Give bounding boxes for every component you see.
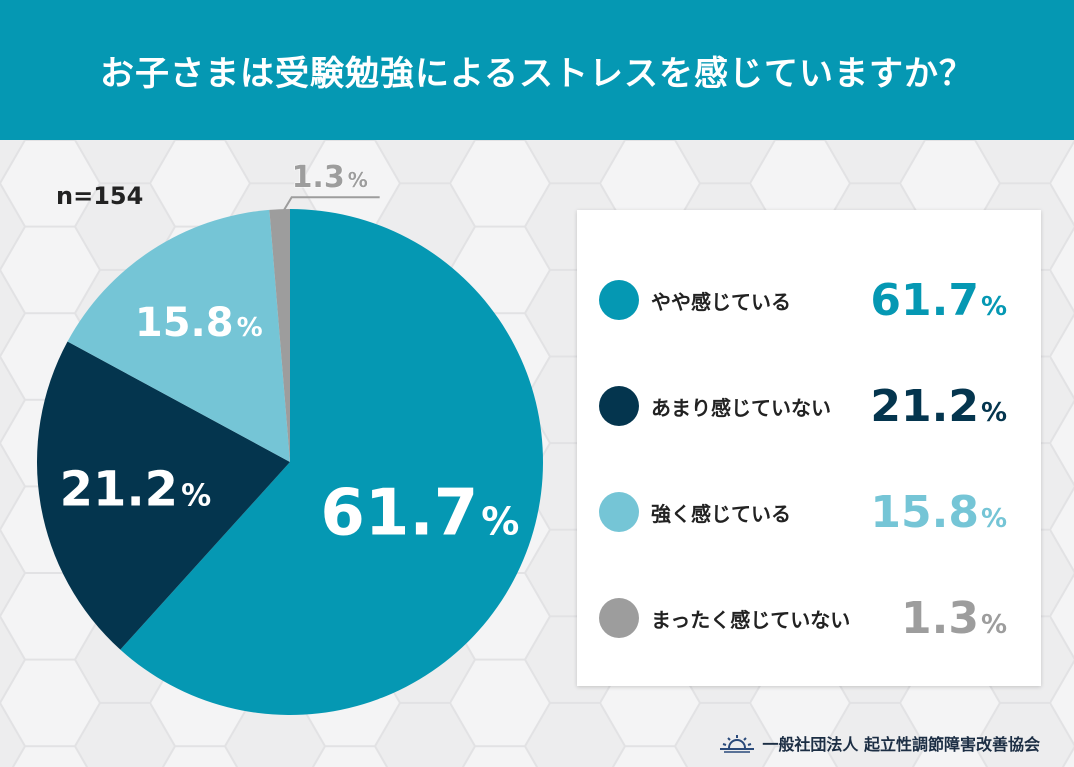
footer: 一般社団法人 起立性調節障害改善協会	[720, 731, 1040, 755]
legend-item: やや感じている 61.7%	[577, 270, 1041, 330]
legend-value: 15.8%	[870, 486, 1007, 538]
slice-label-2: 21.2%	[60, 461, 212, 517]
legend-item: 強く感じている 15.8%	[577, 482, 1041, 542]
legend-value: 1.3%	[900, 592, 1007, 644]
legend-label: あまり感じていない	[651, 395, 831, 420]
slice-label-4: 1.3%	[292, 160, 368, 195]
pie-slice-2	[36, 341, 291, 650]
legend-label: まったく感じていない	[651, 607, 851, 632]
pie-slice-1	[120, 209, 543, 715]
legend: やや感じている 61.7% あまり感じていない 21.2% 強く感じている 15.8% まっ…	[577, 210, 1041, 686]
legend-item: あまり感じていない 21.2%	[577, 376, 1041, 436]
legend-value: 61.7%	[870, 274, 1007, 326]
leader-line	[278, 196, 380, 218]
pie-chart: 61.7% 21.2 % 15.8 % 1.3%	[36, 160, 543, 715]
sunrise-icon	[720, 735, 755, 753]
slice-label-3: 15.8%	[135, 300, 263, 346]
sample-size: n=154	[56, 182, 144, 210]
pie-slice-4	[269, 209, 290, 462]
legend-swatch	[599, 280, 639, 320]
organization-name: 一般社団法人 起立性調節障害改善協会	[762, 735, 1040, 754]
slice-label-1: 61.7%	[320, 476, 519, 550]
chart-title: お子さまは受験勉強によるストレスを感じていますか？	[100, 53, 974, 94]
header-banner: お子さまは受験勉強によるストレスを感じていますか？	[0, 0, 1074, 140]
legend-swatch	[599, 492, 639, 532]
legend-swatch	[599, 386, 639, 426]
legend-value: 21.2%	[870, 380, 1007, 432]
legend-label: やや感じている	[651, 289, 791, 314]
pie-slice-3	[67, 209, 290, 462]
legend-swatch	[599, 598, 639, 638]
legend-item: まったく感じていない 1.3%	[577, 588, 1041, 648]
legend-label: 強く感じている	[651, 501, 791, 526]
